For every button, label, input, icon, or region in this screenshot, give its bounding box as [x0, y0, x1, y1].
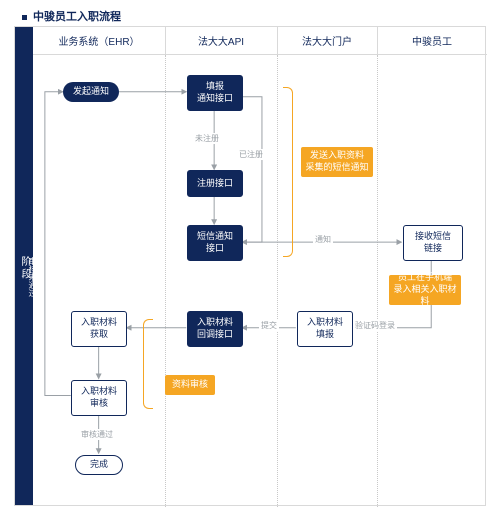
edge-label-fail: 审核未通过 [25, 257, 40, 297]
lane-header-portal: 法大大门户 [277, 27, 377, 55]
node-fill-material: 入职材料 填报 [297, 311, 353, 347]
lane-header-employee: 中骏员工 [377, 27, 487, 55]
lane-divider-dotted [377, 55, 378, 507]
node-recv-sms: 接收短信 链接 [403, 225, 463, 261]
lane-divider [277, 27, 278, 55]
edge-label-registered: 已注册 [237, 149, 265, 160]
node-get-material: 入职材料 获取 [71, 311, 127, 347]
lane-divider [377, 27, 378, 55]
note-phone-fill: 员工在手机端 录入相关入职材料 [389, 275, 461, 305]
node-fill-notify: 填报 通知接口 [187, 75, 243, 111]
brace-icon [283, 87, 293, 257]
title-text: 中骏员工入职流程 [33, 11, 121, 23]
note-send-sms: 发送入职资料 采集的短信通知 [301, 147, 373, 177]
lane-divider-dotted [277, 55, 278, 507]
title-bullet-icon [22, 15, 27, 20]
lane-divider-dotted [165, 55, 166, 507]
brace-icon [143, 319, 153, 409]
edge-label-notify: 通知 [313, 234, 333, 245]
edge-label-pass: 审核通过 [79, 429, 115, 440]
node-register: 注册接口 [187, 170, 243, 197]
node-callback: 入职材料 回调接口 [187, 311, 243, 347]
note-qualify: 资料审核 [165, 375, 215, 395]
lane-header-api: 法大大API [165, 27, 277, 55]
node-done: 完成 [75, 455, 123, 475]
node-review: 入职材料 审核 [71, 380, 127, 416]
diagram-title: 中骏员工入职流程 [22, 8, 121, 24]
lane-divider [165, 27, 166, 55]
lane-header-ehr: 业务系统（EHR） [33, 27, 165, 55]
edge-label-code-login: 验证码登录 [353, 320, 397, 331]
node-sms-notify: 短信通知 接口 [187, 225, 243, 261]
edge-label-submit: 提交 [259, 320, 279, 331]
node-start: 发起通知 [63, 82, 119, 102]
edge-label-unregistered: 未注册 [193, 133, 221, 144]
flowchart-canvas: 中骏员工入职流程 阶 段 业务系统（EHR） 法大大API 法大大门户 中骏员工 [0, 0, 500, 519]
swimlane-frame: 阶 段 业务系统（EHR） 法大大API 法大大门户 中骏员工 [14, 26, 486, 506]
